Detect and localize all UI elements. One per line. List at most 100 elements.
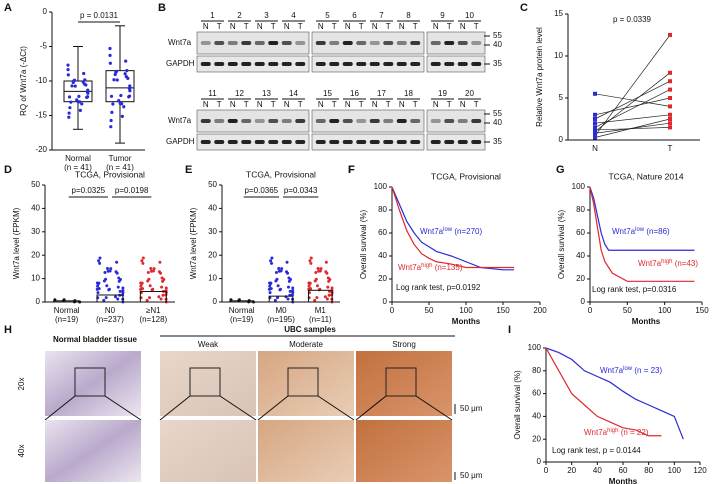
dot-decor (270, 261, 274, 265)
legend-n: (n=135) (432, 263, 462, 272)
dot-decor (98, 261, 102, 265)
band (430, 119, 441, 123)
dot-decor (110, 110, 114, 114)
lane-label: T (217, 100, 222, 109)
dot-decor (278, 287, 282, 291)
dot-decor (141, 261, 145, 265)
y-tick-label: 80 (576, 205, 585, 214)
p-value: p = 0.0131 (80, 11, 119, 20)
band (410, 41, 421, 45)
lane-label: T (447, 22, 452, 31)
panel-letter: G (556, 164, 565, 176)
legend-entry: Wnt7ahigh (n=135) (398, 263, 463, 273)
dot-decor (160, 285, 164, 289)
dot-decor (80, 102, 84, 106)
lane-label: T (332, 100, 337, 109)
dot-decor (66, 63, 70, 67)
lane-label: N (257, 22, 263, 31)
blot (196, 109, 310, 133)
test-label: Log rank test, p = 0.0144 (552, 446, 641, 455)
band (268, 62, 279, 66)
band (383, 62, 394, 66)
survival-curve (545, 347, 662, 437)
band (281, 140, 292, 144)
band (227, 62, 238, 66)
band (254, 140, 265, 144)
dot-decor (107, 287, 111, 291)
band (254, 119, 265, 123)
x-tick-label: N0 (105, 306, 116, 315)
lane-label: N (345, 22, 351, 31)
marker-label: 55 (493, 31, 502, 40)
band (200, 140, 211, 144)
dot-decor (148, 284, 152, 288)
band (281, 62, 292, 66)
legend-name: Wnt7a (638, 259, 662, 268)
dot-decor (113, 72, 117, 77)
zoom-line (159, 395, 191, 421)
lane-number: 20 (465, 89, 474, 98)
dot-decor (109, 94, 114, 98)
dot-decor (151, 287, 155, 291)
dot-decor (307, 284, 311, 288)
y-tick-label: 10 (208, 274, 217, 283)
y-axis-label: Wnt7a level (FPKM) (189, 207, 198, 279)
point (593, 135, 597, 140)
micrograph (45, 351, 141, 416)
dot-decor (285, 260, 289, 264)
point (668, 125, 672, 130)
band (200, 62, 211, 66)
group-title: UBC samples (284, 325, 336, 334)
legend-name: Wnt7a (600, 366, 624, 375)
dot-decor (121, 286, 125, 290)
lane-label: T (447, 100, 452, 109)
lane-number: 13 (262, 89, 271, 98)
pair-line (594, 89, 671, 128)
column-title: Weak (198, 340, 219, 349)
point (668, 33, 672, 37)
dot-decor (117, 99, 121, 103)
x-tick-label: 60 (619, 466, 628, 475)
band (315, 140, 326, 144)
lane-number: 12 (235, 89, 244, 98)
legend-name: Wnt7a (584, 428, 608, 437)
x-tick-label: Tumor (109, 154, 132, 163)
lane-number: 5 (325, 11, 330, 20)
dot-decor (102, 298, 106, 302)
band (295, 41, 306, 45)
micrograph (258, 351, 354, 416)
band (214, 140, 225, 144)
y-tick-label: 20 (576, 274, 585, 283)
dot-decor (273, 298, 277, 302)
dot-decor (120, 114, 124, 119)
lane-label: T (474, 100, 479, 109)
micrograph (160, 420, 256, 482)
y-tick-label: 50 (208, 180, 217, 189)
dot-decor (125, 69, 129, 73)
band (254, 41, 265, 45)
point (668, 121, 672, 126)
y-tick-label: -20 (35, 145, 47, 154)
point (593, 127, 597, 132)
lane-label: N (318, 22, 324, 31)
dot-decor (326, 285, 330, 289)
x-tick-label: Normal (65, 154, 91, 163)
dot-decor (86, 88, 90, 92)
lane-label: N (230, 100, 236, 109)
legend-sup: low (443, 227, 453, 233)
lane-number: 2 (237, 11, 242, 20)
legend-n: (n = 23) (632, 366, 662, 375)
micrograph (258, 420, 354, 482)
band (471, 140, 482, 144)
dot-decor (115, 260, 119, 264)
dot-decor (109, 267, 113, 271)
dot-decor (109, 125, 113, 129)
band (471, 41, 482, 45)
dot-decor (330, 286, 334, 290)
p-value: p=0.0365 (245, 186, 279, 195)
dot-decor (141, 256, 145, 260)
x-tick-label: (n=19) (230, 315, 254, 324)
y-tick-label: 15 (554, 9, 563, 18)
dot-decor (146, 279, 150, 283)
zoom-line (317, 395, 355, 421)
